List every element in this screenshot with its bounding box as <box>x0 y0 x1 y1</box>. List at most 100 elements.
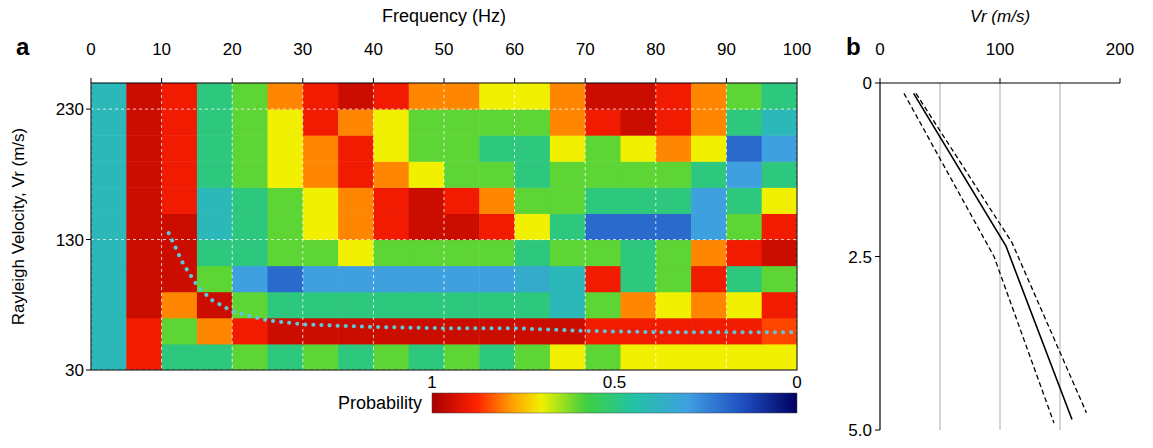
heatmap-cell <box>303 161 339 188</box>
heatmap-cell <box>515 213 551 240</box>
heatmap-cell <box>621 187 657 214</box>
heatmap-cell <box>197 318 233 345</box>
heatmap-cell <box>91 161 127 188</box>
heatmap-cell <box>550 292 586 319</box>
heatmap-cell <box>338 187 374 214</box>
heatmap-cell <box>162 109 198 136</box>
heatmap-cell <box>373 109 409 136</box>
heatmap-cell <box>656 213 692 240</box>
heatmap-cell <box>197 135 233 162</box>
heatmap-cell <box>691 266 727 293</box>
heatmap-cell <box>762 344 797 370</box>
heatmap-cell <box>656 240 692 267</box>
heatmap-cell <box>726 83 762 110</box>
heatmap-cell <box>444 213 480 240</box>
heatmap-cell <box>126 292 162 319</box>
heatmap-cell <box>621 292 657 319</box>
heatmap-cell <box>550 83 586 110</box>
heatmap-cell <box>232 240 268 267</box>
heatmap-cell <box>91 266 127 293</box>
tick-label: 200 <box>1106 40 1134 59</box>
heatmap-cell <box>656 344 692 370</box>
heatmap-cell <box>409 344 445 370</box>
tick <box>86 370 91 371</box>
heatmap-cell <box>726 213 762 240</box>
grid-line <box>161 83 162 370</box>
heatmap-cell <box>726 187 762 214</box>
heatmap-cell <box>444 109 480 136</box>
tick-label: 100 <box>783 40 811 59</box>
heatmap-cell <box>726 292 762 319</box>
heatmap-cell <box>91 135 127 162</box>
heatmap-cell <box>409 135 445 162</box>
heatmap-cell <box>585 109 621 136</box>
heatmap-cell <box>550 213 586 240</box>
heatmap-cell <box>303 266 339 293</box>
heatmap-cell <box>373 344 409 370</box>
heatmap-cell <box>197 83 233 110</box>
heatmap-cell <box>373 318 409 345</box>
heatmap-cell <box>550 240 586 267</box>
heatmap-cell <box>232 161 268 188</box>
heatmap-cell <box>303 240 339 267</box>
heatmap-cell <box>621 213 657 240</box>
heatmap-cell <box>585 161 621 188</box>
heatmap-cell <box>621 344 657 370</box>
heatmap-cell <box>232 266 268 293</box>
heatmap-cell <box>656 187 692 214</box>
heatmap-cell <box>444 292 480 319</box>
heatmap-cell <box>585 83 621 110</box>
heatmap-cell <box>303 344 339 370</box>
heatmap-cell <box>550 344 586 370</box>
plot-area <box>91 83 797 370</box>
tick <box>91 78 92 83</box>
grid-line <box>1000 83 1001 430</box>
heatmap-cell <box>585 266 621 293</box>
heatmap-cell <box>91 83 127 110</box>
heatmap-cell <box>162 187 198 214</box>
heatmap-cell <box>197 213 233 240</box>
heatmap-cell <box>762 266 797 293</box>
heatmap-cell <box>762 161 797 188</box>
heatmap-cell <box>621 266 657 293</box>
heatmap-cell <box>232 344 268 370</box>
colorbar-tick-label: 0 <box>792 373 801 392</box>
heatmap-cell <box>726 240 762 267</box>
heatmap-cell <box>268 187 304 214</box>
heatmap-cell <box>162 318 198 345</box>
tick <box>585 78 586 83</box>
heatmap-cell <box>373 161 409 188</box>
tick-label: 30 <box>293 40 312 59</box>
heatmap-cell <box>409 292 445 319</box>
tick-label: 230 <box>56 100 84 119</box>
tick <box>875 430 880 431</box>
heatmap-cell <box>268 266 304 293</box>
heatmap-cell <box>373 213 409 240</box>
panel-letter: a <box>16 33 30 60</box>
heatmap-cell <box>162 266 198 293</box>
grid-line <box>655 83 656 370</box>
tick-label: 0 <box>875 40 884 59</box>
heatmap-cell <box>691 187 727 214</box>
tick-label: 90 <box>717 40 736 59</box>
heatmap-cell <box>338 135 374 162</box>
heatmap-cell <box>691 213 727 240</box>
heatmap-cell <box>621 240 657 267</box>
tick-label: 130 <box>56 231 84 250</box>
heatmap-cell <box>197 161 233 188</box>
panel-letter: b <box>846 33 861 60</box>
heatmap-cell <box>126 83 162 110</box>
heatmap-cell <box>726 161 762 188</box>
heatmap-cell <box>91 109 127 136</box>
heatmap-cell <box>585 344 621 370</box>
heatmap-cell <box>691 135 727 162</box>
heatmap-cell <box>656 292 692 319</box>
heatmap-cell <box>585 240 621 267</box>
heatmap-cell <box>515 187 551 214</box>
heatmap-cell <box>162 135 198 162</box>
heatmap-cell <box>762 213 797 240</box>
tick-label: 2.5 <box>848 248 872 267</box>
heatmap-cell <box>126 240 162 267</box>
heatmap-cell <box>409 83 445 110</box>
heatmap-cell <box>479 83 515 110</box>
